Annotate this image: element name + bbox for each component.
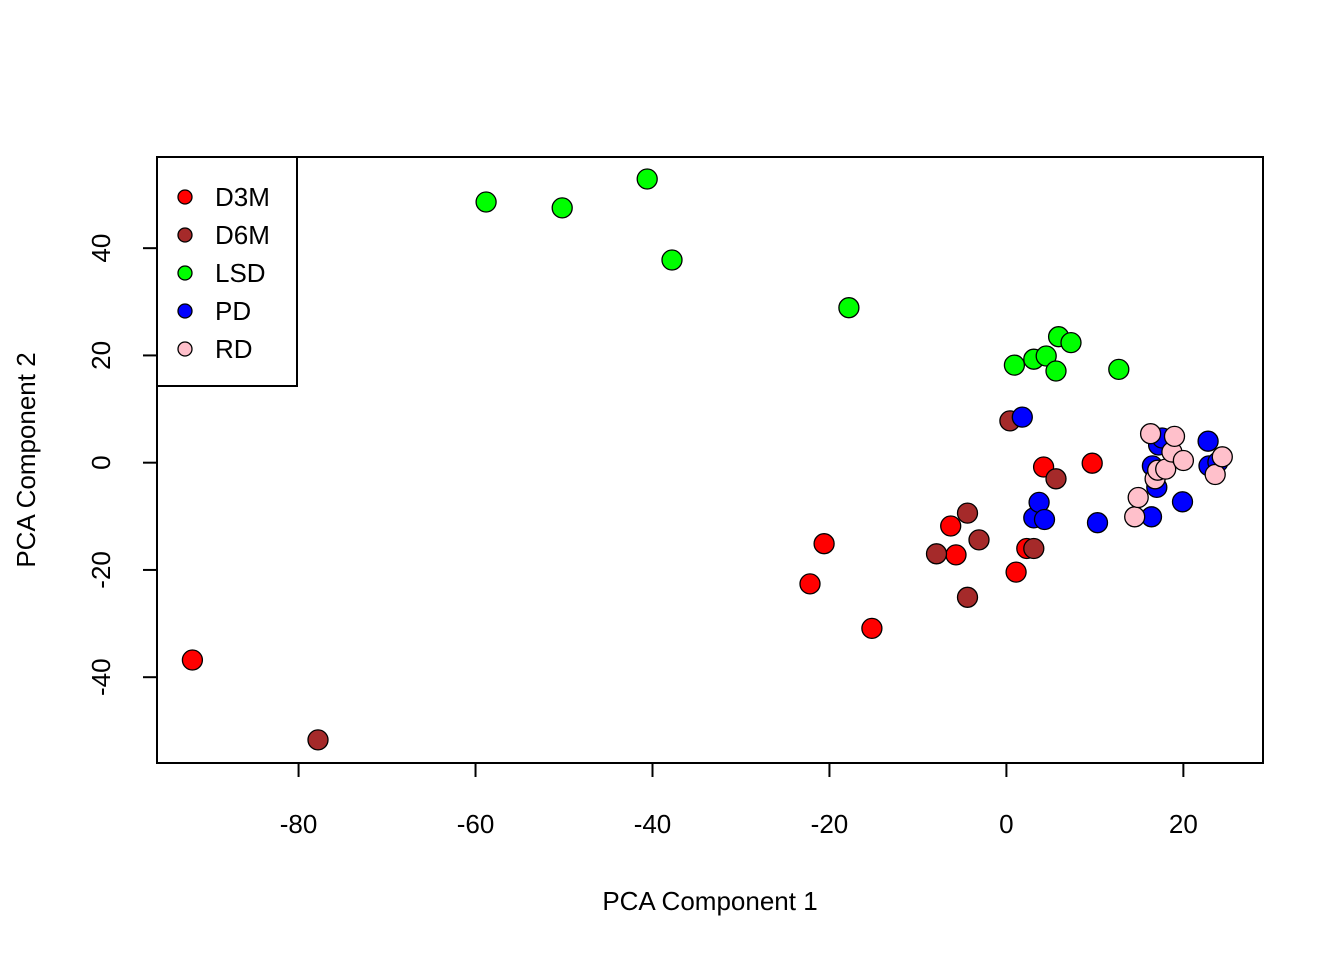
point-d3m-6 — [1005, 561, 1027, 583]
legend-label-rd: RD — [215, 334, 253, 364]
x-tick-label: 20 — [1169, 809, 1198, 839]
point-rd-2 — [1139, 423, 1162, 445]
x-tick-label: 0 — [999, 809, 1013, 839]
point-pd-3 — [1033, 508, 1056, 531]
x-axis: -80 -60 -40 -20 0 20 — [280, 762, 1198, 839]
point-lsd-11 — [1108, 358, 1130, 381]
point-pd-0 — [1011, 406, 1033, 428]
point-lsd-8 — [1045, 360, 1067, 382]
point-pd-4 — [1086, 512, 1109, 534]
point-lsd-4 — [838, 297, 860, 319]
legend-marker-rd — [177, 341, 193, 357]
point-rd-10 — [1211, 446, 1233, 468]
y-tick-label: -20 — [86, 551, 116, 589]
point-d6m-3 — [956, 586, 979, 608]
point-rd-1 — [1127, 486, 1149, 509]
point-d6m-1 — [925, 543, 948, 565]
point-d3m-0 — [181, 649, 204, 671]
legend-label-lsd: LSD — [215, 258, 266, 288]
point-lsd-1 — [551, 197, 573, 219]
x-tick-label: -80 — [280, 809, 318, 839]
point-lsd-2 — [636, 168, 658, 190]
point-d3m-9 — [1081, 452, 1103, 474]
point-d3m-4 — [940, 515, 962, 537]
point-rd-0 — [1124, 506, 1146, 528]
legend: D3M D6M LSD PD RD — [156, 156, 298, 387]
y-axis-title: PCA Component 2 — [11, 352, 41, 567]
point-rd-7 — [1163, 425, 1186, 448]
point-d6m-2 — [956, 502, 979, 524]
y-tick-label: -40 — [86, 658, 116, 696]
point-lsd-3 — [661, 249, 683, 271]
point-pd-10 — [1171, 491, 1194, 513]
point-d3m-5 — [945, 544, 967, 566]
legend-marker-d3m — [177, 189, 193, 205]
legend-label-d6m: D6M — [215, 220, 270, 250]
x-tick-label: -20 — [811, 809, 849, 839]
x-tick-label: -40 — [634, 809, 672, 839]
x-axis-title: PCA Component 1 — [602, 886, 817, 916]
point-rd-8 — [1172, 449, 1195, 472]
point-d3m-1 — [799, 573, 821, 595]
legend-marker-lsd — [177, 265, 193, 281]
point-d6m-0 — [307, 729, 329, 751]
point-d3m-3 — [861, 617, 883, 640]
point-lsd-10 — [1060, 331, 1082, 354]
point-lsd-0 — [475, 191, 497, 213]
y-tick-label: 0 — [86, 455, 116, 469]
y-tick-label: 40 — [86, 234, 116, 263]
point-d3m-2 — [813, 533, 835, 555]
point-d6m-4 — [968, 529, 990, 551]
point-d6m-7 — [1045, 468, 1067, 490]
y-tick-label: 20 — [86, 341, 116, 370]
legend-marker-d6m — [177, 227, 193, 243]
legend-marker-pd — [177, 303, 193, 319]
point-d6m-6 — [1023, 537, 1045, 560]
point-lsd-5 — [1003, 354, 1026, 376]
point-rd-9 — [1204, 463, 1226, 486]
x-tick-label: -60 — [457, 809, 495, 839]
point-pd-11 — [1197, 430, 1219, 452]
point-lsd-7 — [1035, 345, 1057, 367]
points-layer — [181, 168, 1233, 751]
legend-label-d3m: D3M — [215, 182, 270, 212]
legend-label-pd: PD — [215, 296, 251, 326]
